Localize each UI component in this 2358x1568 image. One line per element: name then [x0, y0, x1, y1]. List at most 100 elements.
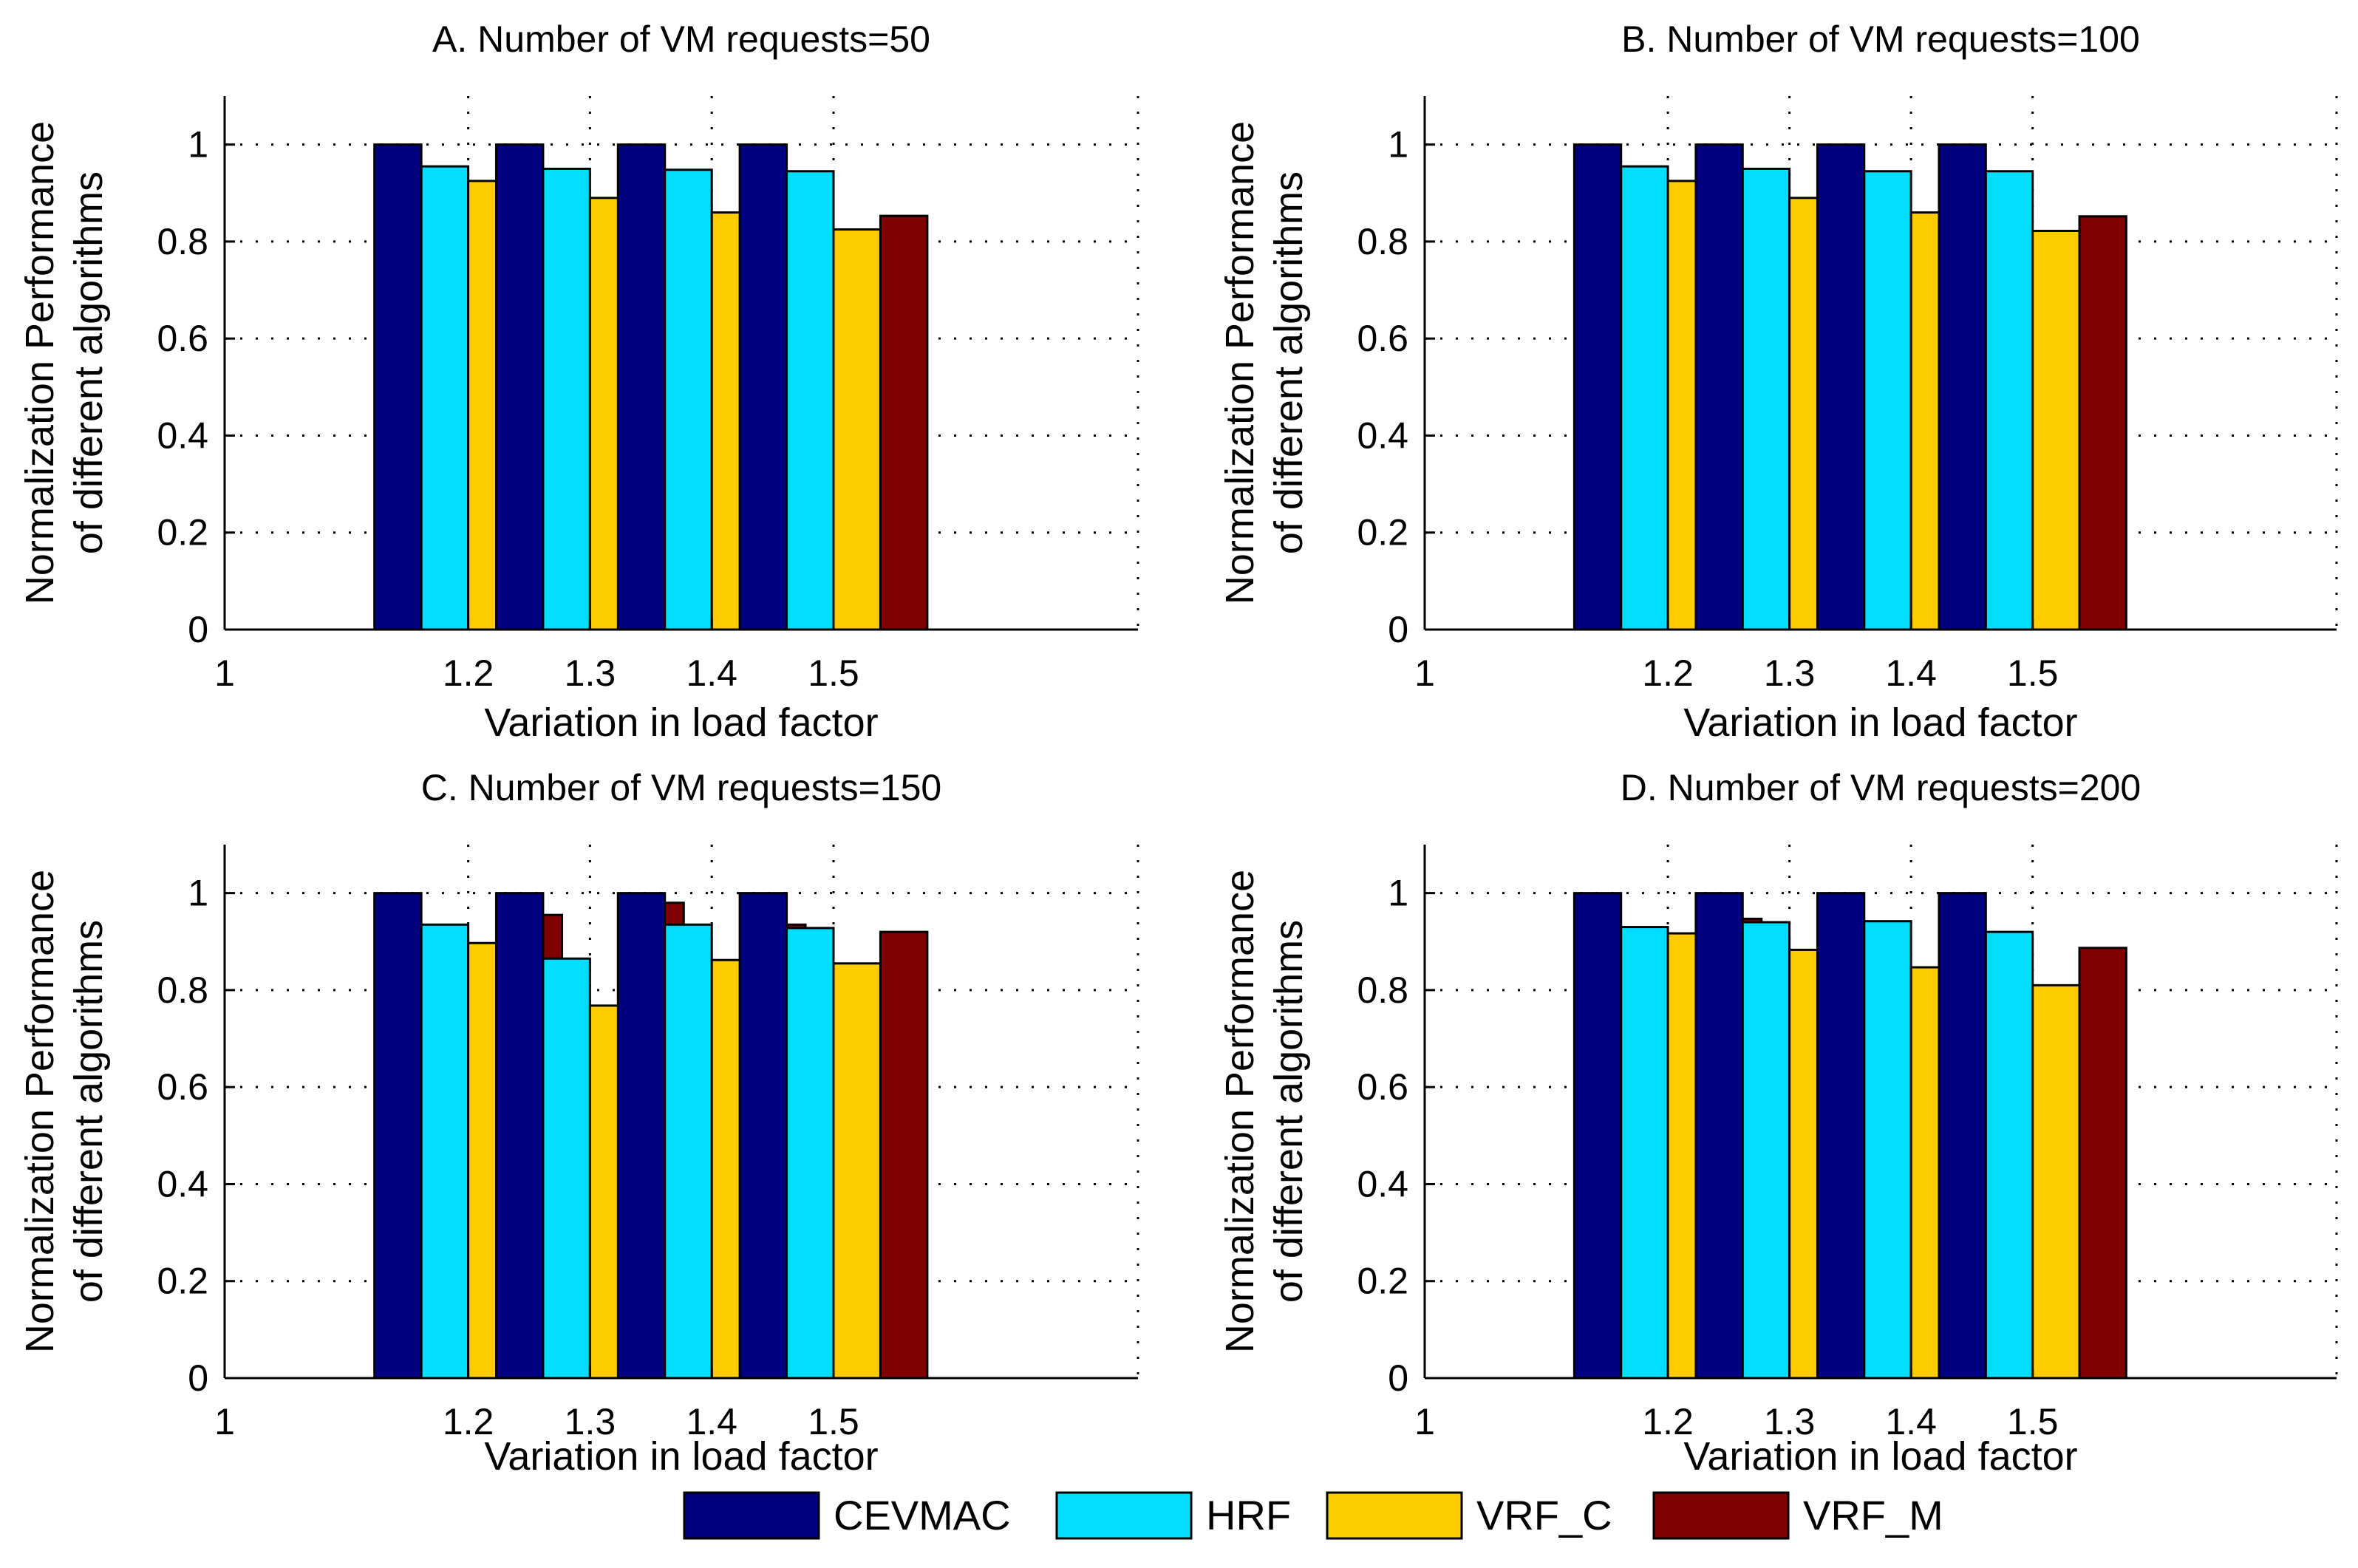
x-tick-label: 1.3 [565, 1401, 616, 1442]
bar-hrf [1863, 170, 1912, 631]
y-tick-label: 0.4 [157, 415, 208, 456]
x-tick-label: 1.5 [2007, 1401, 2059, 1442]
bar-cevmac [616, 892, 667, 1380]
x-tick-label: 1.3 [1764, 652, 1816, 694]
chart-title: B. Number of VM requests=100 [1621, 18, 2140, 60]
bar-hrf [1620, 926, 1669, 1380]
y-axis-label-line1: Normalization Performance [18, 870, 62, 1353]
chart-title: D. Number of VM requests=200 [1621, 767, 2141, 808]
bar-hrf [1741, 921, 1791, 1380]
x-tick-label: 1 [214, 652, 235, 694]
bar-cevmac [1938, 143, 1987, 631]
chart-title: C. Number of VM requests=150 [421, 767, 942, 808]
legend-label-vrf-c: VRF_C [1476, 1492, 1612, 1538]
bar-hrf [664, 168, 713, 631]
x-tick-label: 1.5 [808, 652, 859, 694]
bar-hrf [542, 167, 591, 631]
y-axis-label-line1: Normalization Performance [1218, 121, 1262, 604]
bar-cevmac [495, 143, 545, 631]
y-tick-label: 0 [188, 609, 208, 650]
y-tick-label: 0.6 [1357, 318, 1408, 359]
x-axis-label: Variation in load factor [484, 1434, 878, 1479]
x-axis-label: Variation in load factor [1683, 1434, 2077, 1479]
y-tick-label: 0.6 [1357, 1066, 1408, 1108]
y-tick-label: 1 [1388, 873, 1408, 914]
x-tick-label: 1.2 [1642, 652, 1694, 694]
y-tick-label: 0.2 [1357, 1261, 1408, 1302]
x-tick-label: 1.4 [686, 652, 737, 694]
bar-vrf-m [2078, 215, 2127, 631]
legend-swatch-vrf-c [1326, 1491, 1463, 1540]
bar-cevmac [1816, 143, 1866, 631]
y-axis-label-line2: of different algorithms [1267, 171, 1311, 554]
x-tick-label: 1.2 [443, 652, 494, 694]
y-axis-label-line2: of different algorithms [67, 171, 111, 554]
y-tick-label: 0.6 [157, 318, 208, 359]
bar-cevmac [1938, 892, 1987, 1380]
bar-vrf-m [2078, 947, 2127, 1380]
legend-swatch-hrf [1055, 1491, 1193, 1540]
bar-cevmac [738, 143, 788, 631]
x-tick-label: 1.4 [1885, 652, 1937, 694]
legend: CEVMAC HRF VRF_C VRF_M [683, 1491, 1943, 1540]
bar-cevmac [1572, 143, 1623, 631]
bar-hrf [1984, 170, 2034, 631]
chart-title: A. Number of VM requests=50 [432, 18, 930, 60]
x-tick-label: 1.4 [686, 1401, 737, 1442]
bar-cevmac [1694, 143, 1744, 631]
bar-cevmac [373, 143, 423, 631]
bar-hrf [786, 170, 835, 631]
x-tick-label: 1.2 [443, 1401, 494, 1442]
x-tick-label: 1.5 [808, 1401, 859, 1442]
chart-panel: 0 0.2 0.4 0.6 0.8 1 1 1.2 1.3 1.4 1.5 B. Number of … [1218, 18, 2338, 745]
bar-cevmac [1572, 892, 1623, 1380]
bar-hrf [1620, 165, 1669, 631]
bar-cevmac [738, 892, 788, 1380]
chart-panel: 0 0.2 0.4 0.6 0.8 1 1 1.2 1.3 1.4 1.5 A. Number of … [18, 18, 1139, 745]
bar-cevmac [495, 892, 545, 1380]
y-tick-label: 0.4 [157, 1163, 208, 1204]
legend-label-cevmac: CEVMAC [834, 1492, 1011, 1538]
x-tick-label: 1.3 [1764, 1401, 1816, 1442]
x-axis-label: Variation in load factor [484, 701, 878, 745]
y-tick-label: 0.8 [157, 969, 208, 1011]
y-axis-label-line1: Normalization Performance [18, 121, 62, 604]
bar-hrf [786, 927, 835, 1380]
y-tick-label: 0.8 [1357, 969, 1408, 1011]
bar-hrf [1741, 167, 1791, 631]
x-axis-label: Variation in load factor [1683, 701, 2077, 745]
legend-swatch-cevmac [683, 1491, 820, 1540]
x-tick-label: 1 [1414, 1401, 1435, 1442]
y-tick-label: 0 [188, 1357, 208, 1399]
bar-cevmac [1694, 892, 1744, 1380]
bar-vrf-c [2031, 229, 2081, 631]
y-tick-label: 0.2 [157, 1261, 208, 1302]
x-tick-label: 1 [1414, 652, 1435, 694]
x-tick-label: 1.3 [565, 652, 616, 694]
bar-cevmac [373, 892, 423, 1380]
bar-hrf [664, 923, 713, 1380]
x-tick-label: 1.5 [2007, 652, 2059, 694]
panels: 0 0.2 0.4 0.6 0.8 1 1 1.2 1.3 1.4 1.5 A. Number of … [18, 18, 2338, 1479]
bar-hrf [542, 957, 591, 1380]
y-tick-label: 1 [1388, 124, 1408, 166]
legend-label-vrf-m: VRF_M [1803, 1492, 1943, 1538]
y-tick-label: 0.2 [1357, 512, 1408, 553]
y-axis-label-line2: of different algorithms [1267, 920, 1311, 1303]
y-axis-label-line2: of different algorithms [67, 920, 111, 1303]
y-tick-label: 0.2 [157, 512, 208, 553]
x-tick-label: 1.4 [1885, 1401, 1937, 1442]
bar-cevmac [1816, 892, 1866, 1380]
y-tick-label: 0.8 [1357, 221, 1408, 262]
bar-cevmac [616, 143, 667, 631]
bar-vrf-m [879, 214, 929, 631]
bar-vrf-c [832, 228, 882, 631]
bar-vrf-c [832, 962, 882, 1380]
y-tick-label: 0 [1388, 1357, 1408, 1399]
bar-hrf [1984, 930, 2034, 1380]
bar-hrf [1863, 920, 1912, 1380]
bar-hrf [420, 165, 470, 631]
y-tick-label: 1 [188, 124, 208, 166]
chart-panel: 0 0.2 0.4 0.6 0.8 1 1 1.2 1.3 1.4 1.5 C. Number of … [18, 767, 1139, 1479]
x-tick-label: 1.2 [1642, 1401, 1694, 1442]
